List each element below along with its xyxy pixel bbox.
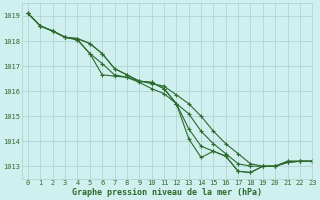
X-axis label: Graphe pression niveau de la mer (hPa): Graphe pression niveau de la mer (hPa) <box>72 188 262 197</box>
